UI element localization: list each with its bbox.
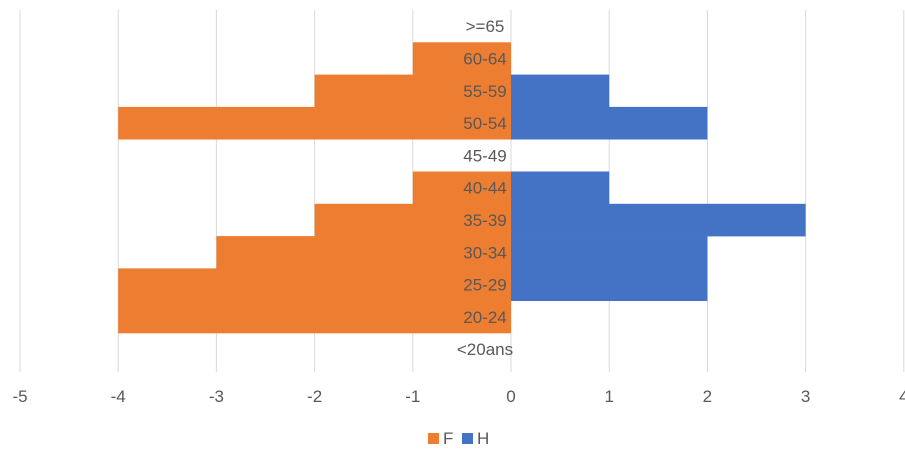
bar-F-25-29 bbox=[118, 268, 511, 301]
bar-F-40-44 bbox=[412, 171, 511, 205]
x-tick-label: -5 bbox=[12, 387, 27, 406]
bar-H-55-59 bbox=[511, 74, 610, 108]
legend-label-H: H bbox=[477, 429, 489, 448]
legend-swatch-F bbox=[428, 433, 439, 444]
category-label: 45-49 bbox=[463, 146, 506, 165]
bar-F-20-24 bbox=[118, 300, 511, 334]
category-label: 40-44 bbox=[463, 179, 506, 198]
category-label: <20ans bbox=[457, 340, 513, 359]
x-tick-label: -2 bbox=[307, 387, 322, 406]
x-tick-label: -3 bbox=[209, 387, 224, 406]
x-axis-tick-labels: -5 -4 -3 -2 -1 0 1 2 3 4 bbox=[12, 387, 905, 406]
bar-H-35-39 bbox=[511, 203, 806, 237]
bar-F-50-54 bbox=[118, 106, 511, 140]
category-label: 25-29 bbox=[463, 276, 506, 295]
x-tick-label: 3 bbox=[801, 387, 810, 406]
category-label: 35-39 bbox=[463, 211, 506, 230]
category-labels: <20ans 20-24 25-29 30-34 35-39 40-44 45-49 50-5… bbox=[457, 17, 513, 359]
bar-H-40-44 bbox=[511, 171, 610, 205]
bar-H-30-34 bbox=[511, 236, 708, 269]
legend-swatch-H bbox=[462, 433, 473, 444]
x-tick-label: 1 bbox=[604, 387, 613, 406]
bar-H-50-54 bbox=[511, 106, 708, 140]
category-label: 30-34 bbox=[463, 243, 506, 262]
bars bbox=[118, 42, 806, 334]
x-tick-label: 2 bbox=[703, 387, 712, 406]
bar-F-30-34 bbox=[216, 236, 511, 269]
x-tick-label: -4 bbox=[111, 387, 126, 406]
category-label: 20-24 bbox=[463, 308, 506, 327]
bar-F-35-39 bbox=[314, 203, 511, 237]
bar-F-55-59 bbox=[314, 74, 511, 108]
x-tick-label: 0 bbox=[506, 387, 515, 406]
category-label: 60-64 bbox=[463, 49, 506, 68]
category-label: 55-59 bbox=[463, 82, 506, 101]
x-tick-label: 4 bbox=[899, 387, 905, 406]
bar-H-25-29 bbox=[511, 268, 708, 301]
category-label: 50-54 bbox=[463, 114, 506, 133]
x-tick-label: -1 bbox=[405, 387, 420, 406]
bar-F-60-64 bbox=[412, 42, 511, 75]
legend-label-F: F bbox=[443, 429, 453, 448]
category-label: >=65 bbox=[466, 17, 505, 36]
